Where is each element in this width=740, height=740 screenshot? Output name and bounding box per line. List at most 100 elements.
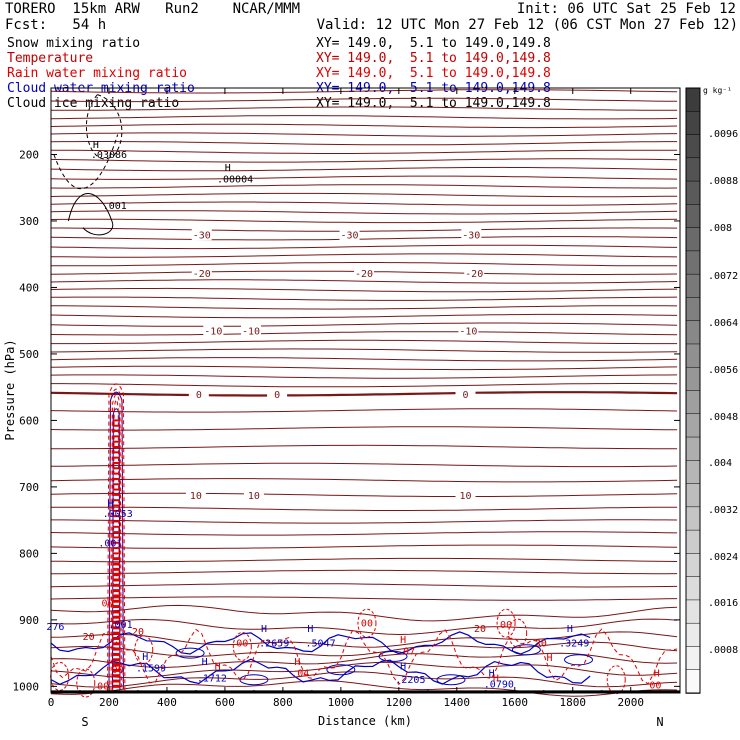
x-tick-label: 1000	[328, 696, 355, 709]
temperature-isotherm	[50, 218, 678, 224]
temperature-isotherm	[51, 519, 678, 524]
contour-annotation: .1599	[136, 664, 166, 675]
label-mask	[455, 488, 476, 501]
contour-annotation: H	[261, 624, 267, 635]
label-mask	[267, 387, 288, 400]
temperature-contour-label: 0	[196, 390, 202, 401]
legend-label: Rain water mixing ratio	[7, 66, 188, 81]
x-tick-label: 0	[48, 696, 55, 709]
cloud-water-cell	[378, 650, 408, 662]
contour-annotation: 00	[236, 638, 248, 649]
contour-annotation: 00	[112, 665, 124, 676]
contour-annotation: H	[547, 653, 553, 664]
temperature-isotherm	[50, 661, 678, 679]
contour-annotation: 00	[649, 680, 661, 691]
temperature-isotherm	[50, 365, 678, 371]
colorbar-swatch	[685, 297, 701, 322]
label-mask	[191, 228, 212, 241]
temperature-isotherm	[50, 123, 678, 129]
rain-column-contour	[108, 388, 124, 692]
temperature-isotherm	[50, 374, 678, 379]
rain-column-contour	[112, 399, 121, 692]
contour-annotation: H	[400, 635, 406, 646]
temperature-contour-label: -20	[465, 269, 483, 280]
label-mask	[185, 488, 206, 501]
contour-annotation: H	[215, 662, 221, 673]
rain-cell	[232, 631, 252, 661]
cloud-ice-contour	[67, 193, 114, 236]
colorbar-swatch	[685, 436, 701, 462]
colorbar-swatch	[685, 134, 701, 159]
contour-annotation: .1712	[197, 674, 227, 685]
colorbar-swatch	[685, 669, 701, 694]
temperature-contour-label: 0	[462, 390, 468, 401]
rain-column-contour	[110, 393, 122, 692]
cloud-water-cell	[239, 674, 269, 686]
contour-annotation: .0053	[103, 509, 133, 520]
x-tick-label: 400	[157, 696, 177, 709]
temperature-isotherm	[50, 279, 678, 284]
x-axis-label: Distance (km)	[318, 714, 412, 728]
temperature-isotherm	[50, 652, 678, 668]
temperature-isotherm	[50, 89, 678, 94]
contour-annotation: 20	[474, 624, 486, 635]
temperature-contour-label: 10	[190, 491, 202, 502]
temperature-isotherm	[51, 506, 678, 511]
temperature-isotherm	[50, 184, 678, 189]
contour-annotation: H	[142, 652, 148, 663]
contour-annotation: H	[489, 668, 495, 679]
temperature-isotherm	[51, 227, 678, 232]
colorbar-swatch	[685, 529, 701, 555]
x-tick-label: 1600	[502, 696, 529, 709]
forecast-hour: Fcst: 54 h	[5, 17, 107, 33]
temperature-isotherm	[50, 97, 678, 103]
temperature-isotherm	[50, 604, 678, 622]
temperature-isotherm	[50, 462, 678, 468]
endpoint-south: S	[81, 715, 88, 729]
colorbar-swatch	[685, 87, 701, 113]
colorbar-swatch	[685, 227, 701, 252]
y-tick-label: 400	[19, 281, 39, 294]
temperature-contour-label: 10	[248, 491, 260, 502]
contour-annotation: 00	[101, 599, 113, 610]
temperature-isotherm	[50, 201, 678, 206]
rain-cell	[496, 608, 516, 638]
temperature-isotherm	[50, 544, 678, 549]
temperature-contours	[50, 89, 678, 697]
label-mask	[203, 324, 224, 337]
colorbar-label: .0088	[708, 176, 738, 187]
temperature-isotherm	[50, 357, 678, 362]
temperature-isotherm	[50, 618, 678, 636]
contour-annotation: .0790	[484, 680, 514, 691]
colorbar-swatch	[685, 250, 701, 275]
contour-annotation: 20	[535, 638, 547, 649]
snow-contour	[53, 134, 119, 190]
label-mask	[339, 228, 360, 241]
temperature-isotherm	[51, 444, 678, 450]
colorbar-swatch	[685, 157, 701, 182]
colorbar-swatch	[685, 576, 701, 601]
y-tick-label: 900	[19, 614, 39, 627]
temperature-contour-label: -10	[242, 327, 260, 338]
temperature-isotherm	[50, 166, 678, 172]
contour-annotation: .3249	[559, 638, 589, 649]
temperature-isotherm	[50, 287, 678, 293]
label-mask	[458, 324, 479, 337]
y-tick-label: 1000	[13, 680, 40, 693]
init-time: Init: 06 UTC Sat 25 Feb 12	[516, 1, 736, 17]
contour-annotation: H	[93, 140, 99, 151]
x-tick-label: 600	[215, 696, 235, 709]
plot-frame	[50, 87, 681, 694]
colorbar-swatch	[685, 320, 701, 345]
contour-annotation: .03086	[91, 150, 127, 161]
colorbar-label: .0024	[708, 552, 738, 563]
contour-annotation: 276	[46, 622, 64, 633]
colorbar-swatch	[685, 553, 701, 578]
colorbar-swatch	[685, 646, 701, 671]
colorbar-label: .0048	[708, 412, 738, 423]
label-mask	[188, 387, 209, 400]
colorbar-swatch	[685, 599, 701, 624]
temperature-isotherm	[51, 383, 678, 388]
colorbar-swatch	[685, 204, 701, 229]
